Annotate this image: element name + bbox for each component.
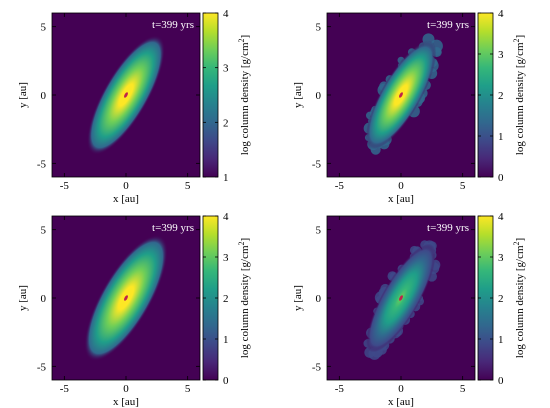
- disk-group: [363, 240, 441, 360]
- x-tick-label: 5: [185, 180, 191, 192]
- time-annotation: t=399 yrs: [427, 222, 469, 234]
- colorbar-tick-label: 1: [498, 131, 504, 143]
- disk-center: [399, 295, 403, 301]
- x-tick-label: -5: [335, 383, 345, 395]
- x-tick-label: -5: [335, 180, 345, 192]
- colorbar-tick-label: 2: [498, 293, 504, 305]
- x-axis-label: x [au]: [113, 396, 139, 408]
- x-axis-label: x [au]: [388, 193, 414, 205]
- colorbar-tick-label: 0: [498, 375, 504, 387]
- x-tick-label: -5: [60, 180, 70, 192]
- y-tick-label: -5: [37, 361, 47, 373]
- colorbar-label: log column density [g/cm2]: [512, 238, 526, 358]
- x-tick-label: 5: [185, 383, 191, 395]
- panel-1: t=399 yrs -5 0 5 5 0 -5 x [au] y [au] 4 3 2 1 log col…: [17, 8, 251, 205]
- colorbar-tick-label: 4: [223, 211, 229, 223]
- y-tick-label: 5: [316, 22, 322, 34]
- colorbar-tick-label: 2: [498, 90, 504, 102]
- disk-center: [124, 295, 128, 301]
- y-tick-label: 0: [316, 293, 322, 305]
- y-axis-label: y [au]: [292, 285, 304, 311]
- colorbar-tick-label: 1: [498, 334, 504, 346]
- y-tick-label: 5: [41, 225, 47, 237]
- y-axis-label: y [au]: [17, 285, 29, 311]
- colorbar-tick-label: 4: [498, 211, 504, 223]
- disk-center: [124, 92, 128, 98]
- y-tick-label: -5: [312, 361, 322, 373]
- x-tick-label: 5: [460, 383, 466, 395]
- y-axis-label: y [au]: [292, 82, 304, 108]
- panel-2: t=399 yrs -5 0 5 5 0 -5 x [au] y [au] 4 3 2 1 0 log co…: [292, 8, 526, 205]
- y-tick-label: -5: [37, 158, 47, 170]
- x-tick-label: 0: [123, 180, 129, 192]
- y-tick-label: 5: [41, 22, 47, 34]
- disk-center: [399, 92, 403, 98]
- colorbar-tick-label: 4: [223, 8, 229, 20]
- colorbar-tick-label: 2: [223, 293, 229, 305]
- time-annotation: t=399 yrs: [152, 222, 194, 234]
- y-tick-label: -5: [312, 158, 322, 170]
- x-tick-label: 5: [460, 180, 466, 192]
- colorbar-tick-label: 0: [498, 172, 504, 184]
- colorbar-tick-label: 3: [223, 63, 229, 75]
- colorbar-tick-label: 0: [223, 375, 229, 387]
- time-annotation: t=399 yrs: [427, 19, 469, 31]
- x-axis-label: x [au]: [113, 193, 139, 205]
- x-axis-label: x [au]: [388, 396, 414, 408]
- time-annotation: t=399 yrs: [152, 19, 194, 31]
- colorbar-tick-label: 3: [498, 252, 504, 264]
- colorbar-label: log column density [g/cm2]: [512, 35, 526, 155]
- y-tick-label: 0: [41, 90, 47, 102]
- y-tick-label: 5: [316, 225, 322, 237]
- y-axis-label: y [au]: [17, 82, 29, 108]
- x-tick-label: -5: [60, 383, 70, 395]
- colorbar-tick-label: 1: [223, 172, 229, 184]
- y-tick-label: 0: [41, 293, 47, 305]
- disk-group: [84, 234, 168, 362]
- colorbar-tick-label: 4: [498, 8, 504, 20]
- x-tick-label: 0: [398, 383, 404, 395]
- panel-4: t=399 yrs -5 0 5 5 0 -5 x [au] y [au] 4 3 2 1 0 log co…: [292, 211, 526, 408]
- panel-3: t=399 yrs -5 0 5 5 0 -5 x [au] y [au] 4 3 2 1 0 log co…: [17, 211, 251, 408]
- colorbar-tick-label: 1: [223, 334, 229, 346]
- disk-group: [363, 33, 443, 155]
- colorbar-label: log column density [g/cm2]: [237, 238, 251, 358]
- colorbar-tick-label: 3: [223, 252, 229, 264]
- x-tick-label: 0: [123, 383, 129, 395]
- y-tick-label: 0: [316, 90, 322, 102]
- disk-group: [87, 35, 165, 155]
- colorbar-tick-label: 3: [498, 49, 504, 61]
- colorbar-label: log column density [g/cm2]: [237, 35, 251, 155]
- x-tick-label: 0: [398, 180, 404, 192]
- colorbar: [202, 12, 219, 178]
- colorbar-tick-label: 2: [223, 117, 229, 129]
